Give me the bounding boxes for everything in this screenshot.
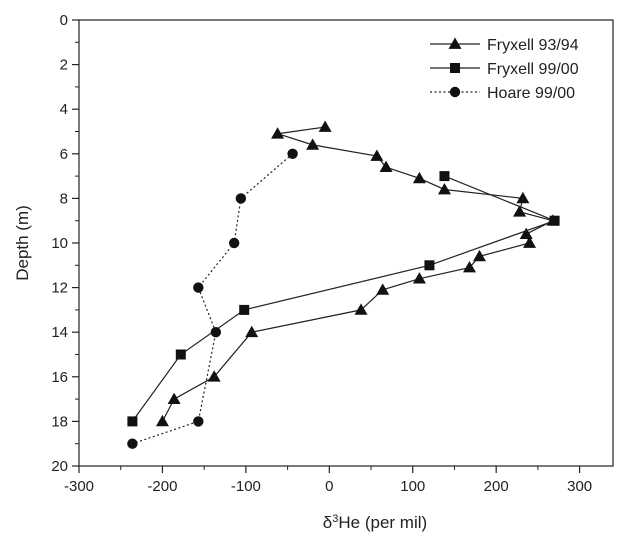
data-point-fryxell-93-94 bbox=[516, 191, 530, 204]
data-point-fryxell-93-94 bbox=[379, 160, 393, 173]
data-point-fryxell-93-94 bbox=[354, 303, 368, 315]
data-point-fryxell-93-94 bbox=[306, 138, 320, 150]
y-tick-label: 8 bbox=[60, 190, 68, 207]
data-point-fryxell-93-94 bbox=[370, 149, 384, 161]
data-point-fryxell-93-94 bbox=[271, 127, 285, 139]
data-point-hoare-99-00 bbox=[287, 148, 298, 159]
legend-label: Fryxell 99/00 bbox=[487, 61, 579, 78]
data-point-hoare-99-00 bbox=[127, 438, 138, 449]
data-point-fryxell-93-94 bbox=[437, 182, 451, 195]
y-tick-label: 2 bbox=[60, 57, 68, 74]
x-axis: -300 -200 -100 0 100 200 300 bbox=[64, 466, 592, 495]
legend-label: Hoare 99/00 bbox=[487, 85, 575, 102]
data-point-fryxell-93-94 bbox=[462, 261, 476, 273]
data-point-fryxell-93-94 bbox=[155, 414, 169, 427]
data-point-fryxell-99-00 bbox=[239, 304, 250, 315]
legend-marker bbox=[449, 86, 461, 98]
data-point-fryxell-93-94 bbox=[207, 370, 221, 382]
data-point-fryxell-93-94 bbox=[519, 227, 533, 239]
y-tick-label: 20 bbox=[51, 458, 68, 475]
x-tick-label: -200 bbox=[147, 478, 177, 495]
y-axis: 0 2 4 6 8 10 12 14 16 18 20 bbox=[51, 12, 79, 475]
y-tick-label: 12 bbox=[51, 280, 68, 297]
x-tick-label: 200 bbox=[484, 478, 509, 495]
data-point-fryxell-99-00 bbox=[549, 215, 560, 226]
series-fryxell-93-94 bbox=[155, 120, 560, 427]
x-tick-label: -100 bbox=[231, 478, 261, 495]
y-tick-label: 16 bbox=[51, 369, 68, 386]
data-point-hoare-99-00 bbox=[235, 193, 247, 204]
y-tick-label: 0 bbox=[60, 12, 68, 29]
x-tick-label: 100 bbox=[400, 478, 425, 495]
y-tick-label: 6 bbox=[60, 146, 68, 163]
legend-marker bbox=[448, 37, 462, 49]
data-point-hoare-99-00 bbox=[210, 327, 222, 338]
data-point-hoare-99-00 bbox=[193, 416, 204, 427]
x-tick-label: -300 bbox=[64, 478, 94, 495]
series-line-fryxell-93-94 bbox=[161, 126, 555, 422]
y-axis-title: Depth (m) bbox=[13, 205, 32, 281]
data-point-fryxell-93-94 bbox=[318, 120, 332, 132]
series-line-hoare-99-00 bbox=[132, 153, 293, 445]
data-point-fryxell-99-00 bbox=[175, 349, 186, 360]
data-point-fryxell-99-00 bbox=[127, 416, 138, 427]
legend-entry-fryxell-93-94: Fryxell 93/94 bbox=[430, 37, 579, 54]
data-point-fryxell-93-94 bbox=[245, 325, 259, 338]
y-tick-label: 18 bbox=[51, 413, 68, 430]
data-point-fryxell-93-94 bbox=[523, 236, 537, 248]
y-tick-label: 14 bbox=[51, 324, 68, 341]
data-point-fryxell-93-94 bbox=[473, 249, 486, 262]
x-tick-label: 0 bbox=[325, 478, 333, 495]
data-point-fryxell-99-00 bbox=[424, 260, 435, 271]
data-point-hoare-99-00 bbox=[228, 237, 240, 249]
legend-label: Fryxell 93/94 bbox=[487, 37, 579, 54]
legend-entry-hoare-99-00: Hoare 99/00 bbox=[430, 85, 575, 102]
legend-entry-fryxell-99-00: Fryxell 99/00 bbox=[430, 61, 579, 78]
series-line-fryxell-99-00 bbox=[131, 175, 557, 422]
data-point-hoare-99-00 bbox=[193, 282, 204, 293]
data-point-fryxell-93-94 bbox=[412, 272, 426, 284]
data-point-fryxell-93-94 bbox=[513, 205, 527, 217]
y-tick-label: 10 bbox=[51, 235, 68, 252]
x-axis-title: δ3He (per mil) bbox=[323, 513, 427, 532]
legend-marker bbox=[450, 63, 460, 73]
y-tick-label: 4 bbox=[60, 101, 68, 118]
series-fryxell-99-00 bbox=[127, 171, 560, 427]
series-hoare-99-00 bbox=[127, 148, 298, 449]
legend: Fryxell 93/94 Fryxell 99/00 Hoare 99/00 bbox=[430, 37, 579, 102]
data-point-fryxell-93-94 bbox=[376, 283, 390, 295]
data-point-fryxell-99-00 bbox=[439, 171, 450, 182]
data-point-fryxell-93-94 bbox=[167, 392, 181, 404]
x-tick-label: 300 bbox=[567, 478, 592, 495]
series-layer bbox=[127, 120, 560, 449]
data-point-fryxell-93-94 bbox=[412, 171, 426, 184]
